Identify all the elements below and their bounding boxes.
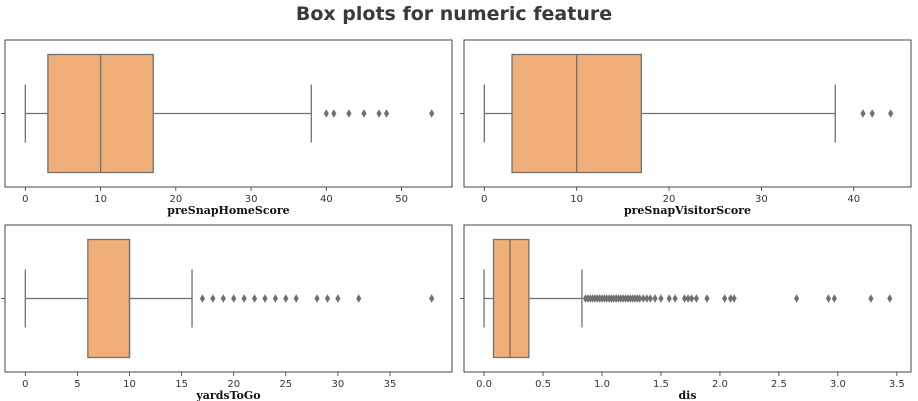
x-tick-label: 0.0 <box>476 379 492 390</box>
outlier-point <box>383 109 390 118</box>
x-tick-label: 40 <box>847 194 860 205</box>
outlier-point <box>262 294 268 303</box>
x-tick-label: 3.5 <box>889 379 905 390</box>
outlier-point <box>323 109 329 118</box>
x-tick-label: 40 <box>320 194 333 205</box>
x-tick-label: 30 <box>755 194 768 205</box>
x-tick-label: 3.0 <box>830 379 846 390</box>
outlier-point <box>869 109 875 118</box>
boxplot-panel-3: 0 5 10 15 20 25 30 35 yardsToGo <box>1 224 453 401</box>
outlier-point <box>868 294 874 303</box>
outlier-point <box>685 294 691 303</box>
x-tick-label: 10 <box>94 194 107 205</box>
outlier-point <box>888 109 894 118</box>
figure-title: Box plots for numeric feature <box>296 3 612 25</box>
iqr-box <box>87 238 131 359</box>
outlier-point <box>376 109 382 118</box>
outlier-point <box>346 109 352 118</box>
outlier-point <box>825 294 832 303</box>
x-axis-label: dis <box>678 389 696 401</box>
outlier-point <box>727 294 734 303</box>
x-tick-label: 35 <box>384 379 397 390</box>
outlier-point <box>722 294 728 303</box>
outlier-point <box>356 294 362 303</box>
outlier-point <box>637 294 643 303</box>
outlier-point <box>210 294 216 303</box>
outlier-point <box>860 109 866 118</box>
x-tick-label: 30 <box>332 379 345 390</box>
outlier-point <box>283 294 289 303</box>
outlier-point <box>272 294 278 303</box>
outlier-point <box>335 294 341 303</box>
x-tick-label: 15 <box>175 379 188 390</box>
outlier-point <box>672 294 678 303</box>
x-tick-label: 1.5 <box>653 379 669 390</box>
x-tick-label: 0 <box>22 379 28 390</box>
x-tick-label: 20 <box>227 379 240 390</box>
x-tick-label: 1.0 <box>594 379 610 390</box>
x-tick-label: 10 <box>570 194 583 205</box>
x-tick-label: 5 <box>74 379 80 390</box>
x-tick-label: 10 <box>123 379 136 390</box>
outlier-point <box>644 294 650 303</box>
outlier-point <box>361 109 367 118</box>
x-tick-label: 20 <box>663 194 676 205</box>
x-tick-label: 0 <box>22 194 28 205</box>
iqr-box <box>492 238 530 359</box>
outlier-point <box>314 294 320 303</box>
outlier-point <box>647 294 653 303</box>
outlier-point <box>324 294 331 303</box>
outlier-point <box>704 294 710 303</box>
outlier-point <box>831 294 837 303</box>
x-axis-label: preSnapVisitorScore <box>624 204 751 217</box>
outlier-point <box>887 294 893 303</box>
outlier-point <box>241 294 247 303</box>
outlier-point <box>689 294 695 303</box>
x-axis-label: yardsToGo <box>195 389 260 401</box>
boxplot-panel-4: 0.0 0.5 1.0 1.5 2.0 2.5 3.0 3.5 dis <box>460 224 912 401</box>
x-tick-label: 50 <box>395 194 408 205</box>
outlier-point <box>652 294 658 303</box>
outlier-point <box>681 294 688 303</box>
outlier-point <box>220 294 226 303</box>
x-tick-label: 0 <box>481 194 487 205</box>
outlier-point <box>731 294 737 303</box>
outlier-point <box>429 294 435 303</box>
x-tick-label: 30 <box>245 194 258 205</box>
x-tick-label: 0.5 <box>535 379 551 390</box>
outlier-point <box>640 294 646 303</box>
outlier-point <box>429 109 435 118</box>
outlier-point <box>293 294 299 303</box>
x-tick-label: 25 <box>279 379 292 390</box>
outlier-point <box>658 294 664 303</box>
outlier-point <box>251 294 258 303</box>
outlier-point <box>331 109 337 118</box>
boxplot-panel-2: 0 10 20 30 40 preSnapVisitorScore <box>460 39 912 217</box>
outlier-point <box>199 294 206 303</box>
outlier-point <box>693 294 699 303</box>
x-tick-label: 20 <box>169 194 182 205</box>
x-axis-label: preSnapHomeScore <box>167 204 289 217</box>
boxplot-panel-1: 0 10 20 30 40 50 preSnapHomeScore <box>1 39 453 217</box>
outlier-point <box>231 294 237 303</box>
outlier-point <box>666 294 672 303</box>
outlier-point <box>793 294 800 303</box>
x-tick-label: 2.5 <box>771 379 787 390</box>
x-tick-label: 2.0 <box>712 379 728 390</box>
